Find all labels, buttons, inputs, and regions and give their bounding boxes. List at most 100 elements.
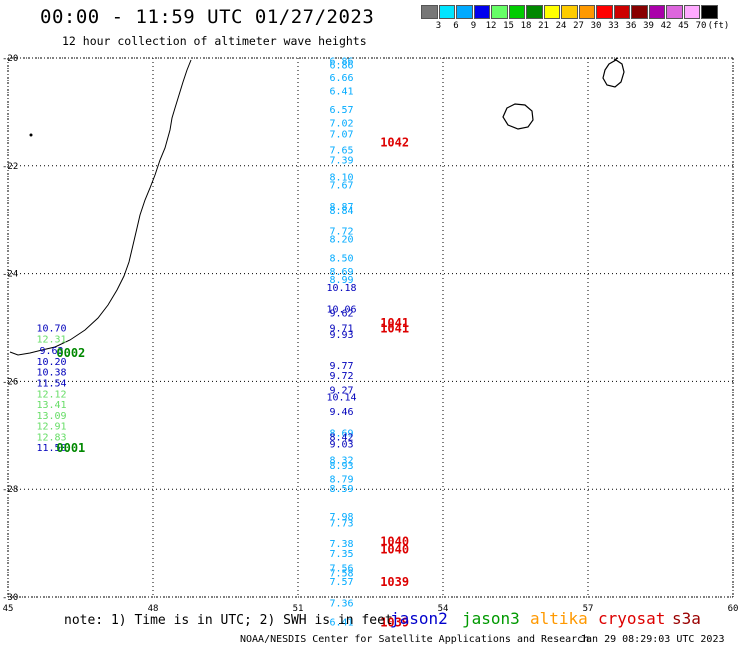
wave-height-value: 9.63 <box>39 346 63 357</box>
wave-height-value: 8.99 <box>329 275 353 286</box>
wave-height-value: 9.46 <box>329 407 353 418</box>
satellite-jason3: jason3 <box>462 609 520 628</box>
legend-label-2: 9 <box>470 21 477 31</box>
mauritius-island-outline <box>602 59 625 88</box>
map-frame <box>7 57 734 598</box>
legend-label-7: 24 <box>555 21 567 31</box>
legend-label-15: 70 <box>695 21 707 31</box>
legend-label-3: 12 <box>485 21 497 31</box>
wave-height-value: 9.77 <box>329 361 353 372</box>
legend-swatch-15 <box>683 5 700 19</box>
legend-label-12: 39 <box>643 21 654 31</box>
lon-tick-label: 48 <box>148 604 159 614</box>
wave-height-value: 7.72 <box>329 226 353 237</box>
wave-height-value: 9.71 <box>329 324 353 335</box>
lat-tick-label: -26 <box>2 377 18 387</box>
wave-height-value: 10.18 <box>326 283 356 294</box>
satellite-altika: altika <box>530 609 588 628</box>
lon-tick-label: 51 <box>293 604 304 614</box>
lat-tick-label: -24 <box>2 270 18 280</box>
lon-tick-label: 45 <box>3 604 14 614</box>
pass-number-label: 1040 <box>380 542 409 556</box>
legend-swatch-9 <box>578 5 595 19</box>
wave-height-value: 10.14 <box>326 392 356 403</box>
lat-tick-label: -30 <box>2 593 18 603</box>
pass-number-label: 1042 <box>380 136 409 150</box>
lon-tick-label: 57 <box>583 604 594 614</box>
wave-height-value: 8.69 <box>329 267 353 278</box>
legend-label-14: 45 <box>678 21 689 31</box>
legend-label-8: 27 <box>573 21 584 31</box>
satellite-s3a: s3a <box>672 609 701 628</box>
legend-swatch-7 <box>543 5 560 19</box>
map-grid <box>7 57 734 598</box>
map-subtitle: 12 hour collection of altimeter wave hei… <box>62 34 367 48</box>
wave-height-value: 8.20 <box>329 235 353 246</box>
wave-height-value: 7.98 <box>329 512 353 523</box>
wave-height-value: 11.54 <box>36 378 66 389</box>
legend-label-6: 21 <box>538 21 549 31</box>
wave-height-value: 12.12 <box>36 389 66 400</box>
legend-swatch-10 <box>596 5 613 19</box>
lon-tick-label: 60 <box>728 604 739 614</box>
legend-swatch-11 <box>613 5 630 19</box>
wave-height-value: 10.06 <box>326 305 356 316</box>
pass-number-label: 0002 <box>56 346 85 360</box>
wave-height-value: 8.84 <box>329 206 353 217</box>
wave-height-value: 8.69 <box>329 429 353 440</box>
wave-height-value: 7.67 <box>329 181 353 192</box>
axis-tick-labels: 45 48 51 54 57 60 -20 -22 -24 -26 -28 -30 <box>2 54 738 614</box>
wave-height-value: 9.27 <box>329 385 353 396</box>
footer-timestamp: Jan 29 08:29:03 UTC 2023 <box>580 634 725 645</box>
wave-height-value: 7.56 <box>329 563 353 574</box>
wave-height-value: 7.73 <box>329 519 353 530</box>
legend-label-10: 33 <box>608 21 619 31</box>
rodrigues-reef-line <box>613 57 619 61</box>
pass-number-label: 1040 <box>380 534 409 548</box>
wave-height-value: 7.35 <box>329 549 353 560</box>
wave-height-value: 9.72 <box>329 371 353 382</box>
wave-height-value: 7.36 <box>329 598 353 609</box>
wave-height-value: 7.02 <box>329 119 353 130</box>
satellite-cryosat: cryosat <box>598 609 666 628</box>
wave-height-value: 10.38 <box>36 368 66 379</box>
wave-height-value: 7.58 <box>329 569 353 580</box>
map-title: 00:00 - 11:59 UTC 01/27/2023 <box>40 6 375 28</box>
wave-height-value: 8.50 <box>329 253 353 264</box>
footer-note: note: 1) Time is in UTC; 2) SWH is in fe… <box>64 613 393 628</box>
legend-swatches <box>421 5 719 19</box>
wave-height-value: 13.41 <box>36 400 66 411</box>
lon-tick-label: 54 <box>438 604 449 614</box>
wave-height-value: 10.70 <box>36 324 66 335</box>
wave-height-value: 9.93 <box>329 330 353 341</box>
legend-label-5: 18 <box>520 21 532 31</box>
legend-label-1: 6 <box>453 21 459 31</box>
legend-swatch-12 <box>631 5 648 19</box>
pass-number-label: 1041 <box>380 316 409 330</box>
legend-labels: 3 6 9 12 15 18 21 24 27 30 33 36 39 42 45 70 (ft) <box>421 19 730 33</box>
wave-height-value: 8.79 <box>329 474 353 485</box>
wave-height-value: 6.41 <box>329 86 353 97</box>
wave-height-value: 8.93 <box>329 461 353 472</box>
legend-label-0: 3 <box>435 21 442 31</box>
legend-label-16: (ft) <box>707 21 730 31</box>
legend-swatch-4 <box>491 5 508 19</box>
wave-height-value: 6.86 <box>329 60 353 71</box>
legend-swatch-0 <box>421 5 438 19</box>
wave-height-value: 9.62 <box>329 308 353 319</box>
wave-height-value: 6.57 <box>329 105 353 116</box>
wave-height-value: 10.20 <box>36 357 66 368</box>
small-island-dot <box>29 133 33 137</box>
lat-tick-label: -20 <box>2 54 18 64</box>
legend-swatch-13 <box>648 5 665 19</box>
wave-height-value: 6.86 <box>329 57 353 68</box>
legend-label-11: 36 <box>625 21 637 31</box>
legend-swatch-16 <box>701 5 718 19</box>
legend-label-13: 42 <box>660 21 672 31</box>
wave-height-value: 11.50 <box>36 443 66 454</box>
wave-height-value: 8.59 <box>329 484 353 495</box>
reunion-island-outline <box>502 103 534 130</box>
coastline <box>9 57 625 356</box>
legend-label-9: 30 <box>590 21 602 31</box>
